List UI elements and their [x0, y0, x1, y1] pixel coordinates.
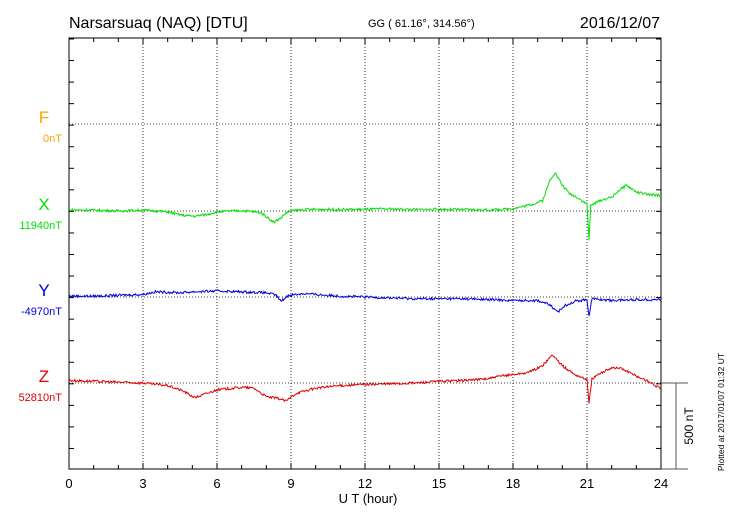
x-tick-label: 3	[139, 476, 146, 491]
series-name-y: Y	[38, 281, 49, 300]
x-tick-label: 0	[65, 476, 72, 491]
scale-bar: 500 nT	[661, 382, 696, 470]
x-tick-label: 12	[358, 476, 372, 491]
date-label: 2016/12/07	[580, 15, 660, 32]
trace-y	[68, 289, 662, 317]
trace-x	[68, 172, 662, 241]
coordinates-label: GG ( 61.16°, 314.56°)	[368, 18, 475, 30]
scale-bar-label: 500 nT	[682, 407, 696, 445]
baseline-value-z: 52810nT	[19, 392, 63, 404]
x-tick-label: 21	[580, 476, 594, 491]
station-title: Narsarsuaq (NAQ) [DTU]	[69, 15, 248, 32]
axes: 0 3 6 9 12 15 18 21 24	[65, 37, 668, 491]
plotted-timestamp: Plotted at 2017/01/07 01:32 UT	[716, 353, 726, 471]
series-name-z: Z	[39, 367, 49, 386]
x-tick-label: 15	[432, 476, 446, 491]
baseline-value-f: 0nT	[43, 133, 62, 145]
x-tick-label: 24	[654, 476, 668, 491]
trace-z	[68, 354, 662, 404]
grid	[69, 38, 661, 469]
baseline-value-y: -4970nT	[21, 306, 62, 318]
x-tick-label: 9	[287, 476, 294, 491]
traces	[68, 172, 662, 404]
x-axis-label: U T (hour)	[339, 491, 398, 506]
series-labels: F 0nT X 11940nT Y -4970nT Z 52810nT	[19, 108, 63, 404]
x-tick-label: 6	[213, 476, 220, 491]
series-name-x: X	[38, 195, 49, 214]
x-tick-label: 18	[506, 476, 520, 491]
baseline-value-x: 11940nT	[19, 220, 62, 232]
series-name-f: F	[39, 108, 49, 127]
